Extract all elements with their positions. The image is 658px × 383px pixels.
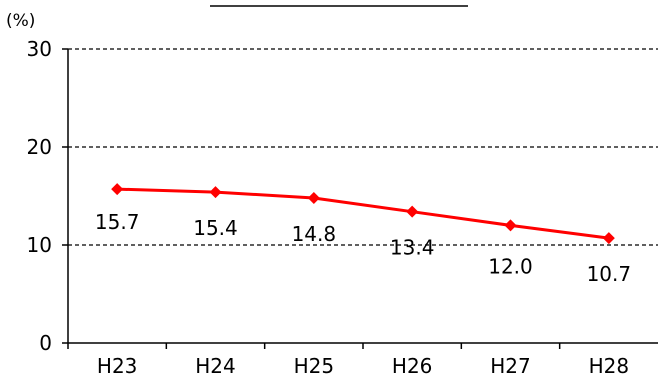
data-point-H27: [504, 219, 517, 232]
x-tick-label-H23: H23: [97, 354, 138, 378]
series-line: [117, 187, 610, 240]
data-label-H26: 13.4: [390, 236, 435, 260]
x-tick-label-H24: H24: [195, 354, 236, 378]
data-point-H23: [111, 183, 124, 196]
y-tick-label-0: 0: [39, 331, 52, 355]
x-tick-label-H25: H25: [294, 354, 335, 378]
y-tick-label-20: 20: [27, 135, 52, 159]
data-point-H25: [307, 191, 320, 204]
data-labels: 15.7 15.4 14.8 13.4 12.0 10.7: [95, 210, 631, 286]
x-tick-label-H26: H26: [392, 354, 433, 378]
data-label-H23: 15.7: [95, 210, 140, 234]
data-point-H24: [209, 186, 222, 199]
data-markers: [111, 183, 615, 245]
data-point-H26: [406, 205, 419, 218]
tick-labels: 0 10 20 30 H23 H24 H25 H26 H27 H28: [27, 37, 630, 378]
y-tick-label-30: 30: [27, 37, 52, 61]
data-label-H24: 15.4: [193, 216, 238, 240]
axes: [62, 48, 658, 349]
data-label-H27: 12.0: [488, 254, 533, 278]
data-label-H28: 10.7: [587, 262, 632, 286]
y-tick-label-10: 10: [27, 233, 52, 257]
unit-label: (%): [6, 11, 35, 31]
data-label-H25: 14.8: [292, 222, 337, 246]
x-tick-label-H27: H27: [490, 354, 531, 378]
grid-lines: [68, 48, 658, 246]
series-line-0: [117, 187, 610, 240]
data-point-H28: [602, 232, 615, 245]
x-tick-label-H28: H28: [589, 354, 630, 378]
